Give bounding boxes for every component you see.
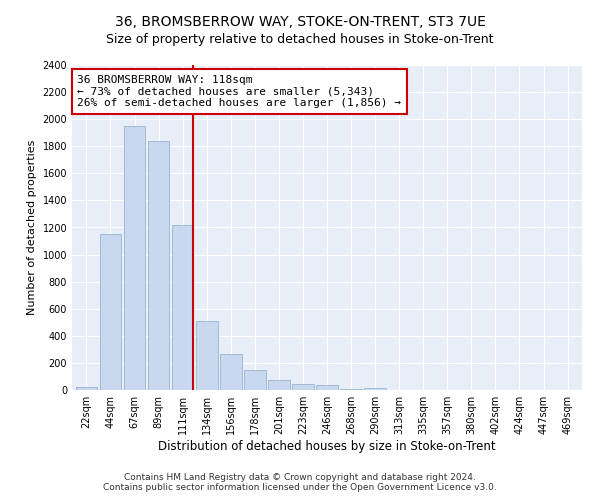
X-axis label: Distribution of detached houses by size in Stoke-on-Trent: Distribution of detached houses by size … [158,440,496,453]
Bar [220,354,242,390]
Y-axis label: Number of detached properties: Number of detached properties [27,140,37,315]
Bar [316,384,338,390]
Bar [76,386,97,390]
Bar [268,380,290,390]
Text: 36 BROMSBERROW WAY: 118sqm
← 73% of detached houses are smaller (5,343)
26% of s: 36 BROMSBERROW WAY: 118sqm ← 73% of deta… [77,74,401,108]
Bar [100,234,121,390]
Bar [244,370,266,390]
Bar [148,141,169,390]
Bar [292,384,314,390]
Text: Size of property relative to detached houses in Stoke-on-Trent: Size of property relative to detached ho… [106,32,494,46]
Text: 36, BROMSBERROW WAY, STOKE-ON-TRENT, ST3 7UE: 36, BROMSBERROW WAY, STOKE-ON-TRENT, ST3… [115,15,485,29]
Text: Contains HM Land Registry data © Crown copyright and database right 2024.
Contai: Contains HM Land Registry data © Crown c… [103,473,497,492]
Bar [196,321,218,390]
Bar [172,225,193,390]
Bar [124,126,145,390]
Bar [364,388,386,390]
